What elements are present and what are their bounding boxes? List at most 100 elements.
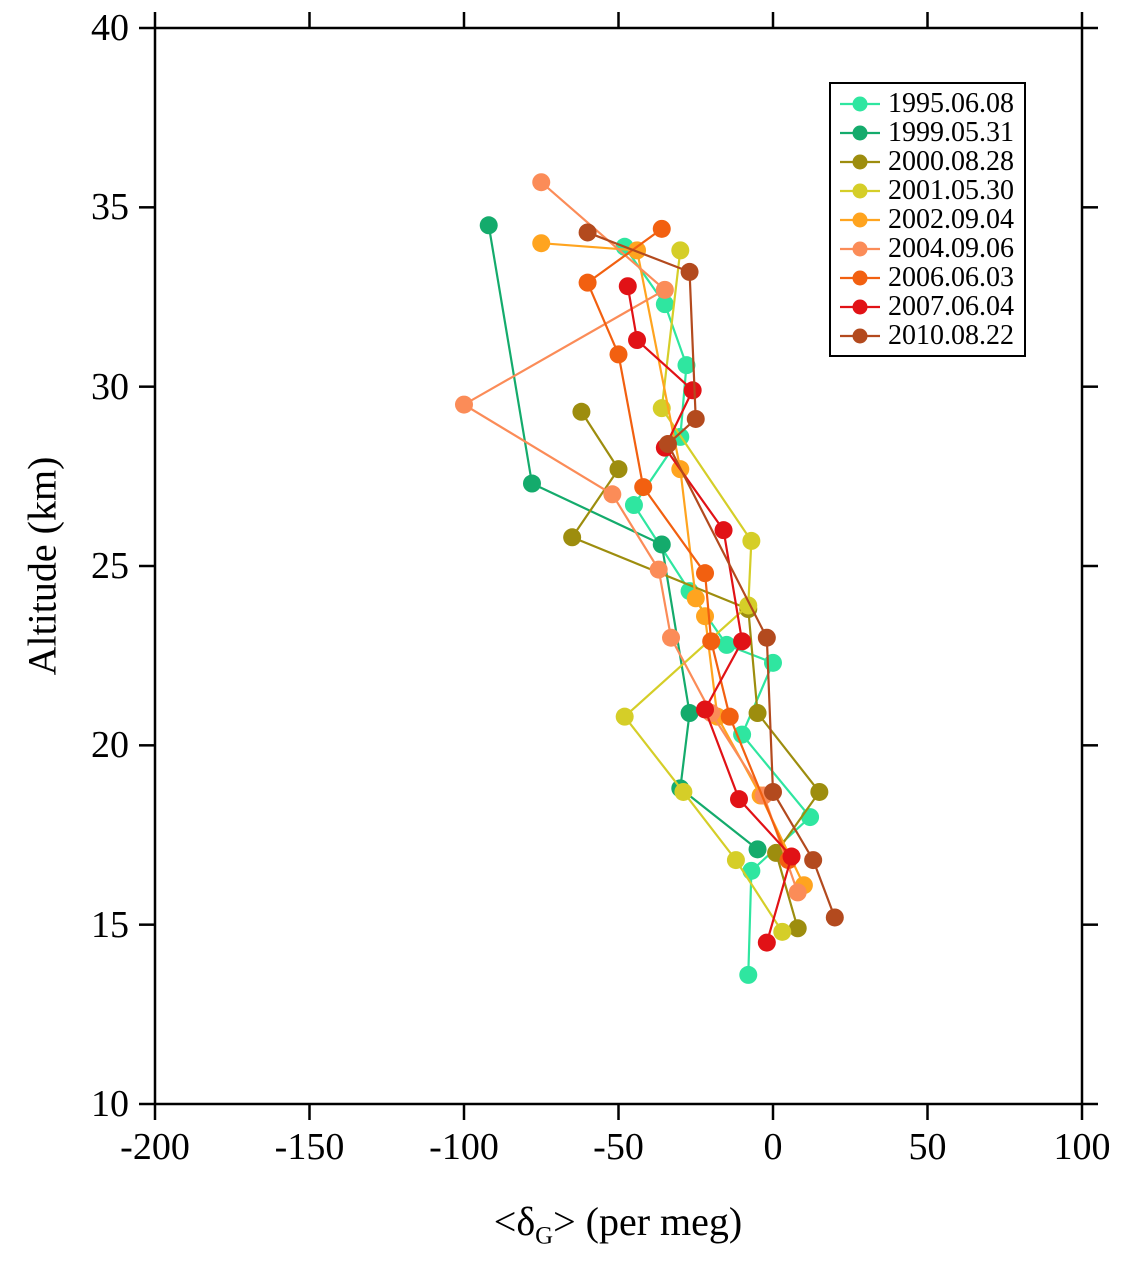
series-line-2007.06.04 (626, 286, 793, 943)
y-tick-label: 10 (91, 1083, 129, 1125)
data-point (720, 707, 739, 726)
data-point (742, 861, 761, 880)
data-point (757, 933, 776, 952)
legend-dot (852, 125, 868, 140)
data-point (714, 521, 733, 540)
legend-item: 2002.09.04 (838, 205, 1014, 234)
data-point (717, 635, 736, 654)
legend-label: 2000.08.28 (888, 145, 1014, 177)
data-point (455, 395, 473, 414)
legend-marker-icon (840, 328, 880, 343)
legend-marker-icon (840, 270, 880, 285)
legend-marker-icon (840, 183, 880, 198)
x-axis-title: <δG> (per meg) (494, 1198, 742, 1251)
data-point (655, 295, 674, 314)
legend-label: 2002.09.04 (888, 203, 1014, 235)
data-point (782, 847, 801, 866)
y-tick-label: 35 (91, 186, 129, 229)
legend-label: 1999.05.31 (888, 116, 1014, 148)
data-point (563, 528, 582, 547)
data-point (655, 280, 674, 299)
data-point (522, 474, 541, 493)
data-point (578, 273, 597, 292)
legend-item: 1999.05.31 (838, 118, 1014, 147)
data-point (733, 725, 752, 744)
legend-dot (852, 183, 868, 198)
data-point (578, 223, 597, 242)
data-point (572, 402, 591, 421)
x-tick-label: -200 (120, 1126, 190, 1168)
legend-dot (852, 241, 868, 256)
legend-label: 2001.05.30 (888, 174, 1014, 206)
legend-item: 1995.06.08 (838, 89, 1014, 118)
data-point (649, 560, 668, 579)
legend-dot (852, 96, 868, 111)
data-point (683, 381, 702, 400)
data-point (652, 535, 671, 554)
legend-marker-icon (840, 154, 880, 169)
data-point (680, 262, 699, 281)
legend-marker-icon (840, 241, 880, 256)
legend-label: 2007.06.04 (888, 290, 1014, 322)
data-point (615, 707, 634, 726)
series-line-1999.05.31 (487, 225, 759, 851)
legend-dot (852, 328, 868, 343)
data-point (764, 782, 782, 801)
data-point (674, 782, 693, 801)
x-tick-label: -100 (429, 1126, 499, 1168)
data-point (624, 496, 643, 515)
x-tick-label: 0 (763, 1126, 783, 1168)
legend-item: 2004.09.06 (838, 234, 1014, 263)
data-point (479, 216, 498, 235)
legend-marker-icon (840, 96, 880, 111)
legend-label: 2010.08.22 (888, 319, 1014, 351)
y-tick-label: 15 (91, 903, 129, 946)
data-point (686, 409, 705, 428)
data-point (742, 531, 761, 550)
x-axis-title-suffix: > (per meg) (553, 1199, 743, 1244)
legend-label: 2004.09.06 (888, 232, 1014, 264)
legend-label: 2006.06.03 (888, 261, 1014, 293)
legend-dot (852, 299, 868, 314)
data-point (618, 277, 637, 296)
legend-dot (852, 154, 868, 169)
data-point (739, 965, 758, 984)
data-point (788, 883, 807, 902)
legend-dot (852, 212, 868, 227)
data-point (733, 632, 752, 651)
data-point (748, 704, 767, 723)
legend-marker-icon (840, 212, 880, 227)
legend-marker-icon (840, 299, 880, 314)
data-point (825, 908, 844, 927)
legend-marker-icon (840, 125, 880, 140)
y-tick-label: 40 (91, 7, 129, 49)
data-point (696, 700, 715, 719)
data-point (677, 356, 696, 375)
y-tick-label: 30 (91, 365, 129, 408)
data-point (634, 478, 653, 497)
data-point (662, 628, 681, 647)
y-tick-label: 20 (91, 724, 129, 767)
series-line-2001.05.30 (623, 250, 784, 933)
data-point (773, 922, 792, 941)
legend-item: 2001.05.30 (838, 176, 1014, 205)
legend-label: 1995.06.08 (888, 87, 1014, 119)
legend-item: 2000.08.28 (838, 147, 1014, 176)
data-point (658, 435, 677, 454)
data-point (804, 851, 823, 870)
y-axis-title: Altitude (km) (19, 456, 65, 676)
series-line-2006.06.03 (586, 227, 790, 861)
legend-item: 2010.08.22 (838, 321, 1014, 350)
data-point (730, 790, 749, 809)
legend-dot (852, 270, 868, 285)
data-point (680, 704, 699, 723)
x-tick-label: 100 (1053, 1126, 1111, 1168)
x-tick-label: 50 (908, 1126, 947, 1168)
data-point (671, 241, 690, 260)
data-point (609, 460, 628, 479)
legend: 1995.06.08 1999.05.31 2000.08.28 2001.05.30… (829, 82, 1026, 357)
legend-item: 2007.06.04 (838, 292, 1014, 321)
data-point (628, 331, 647, 350)
